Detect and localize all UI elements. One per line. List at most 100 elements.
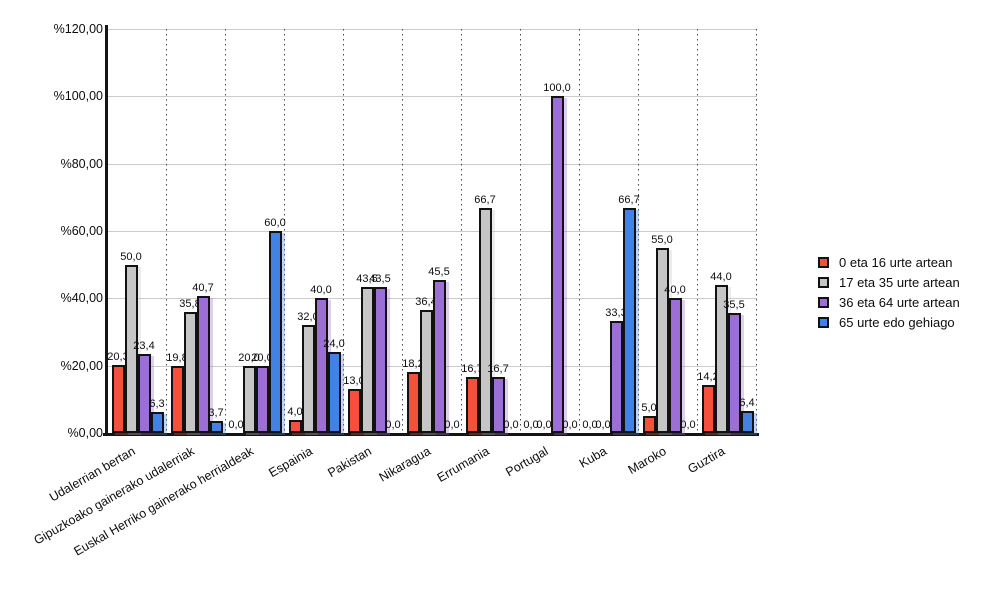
bar-value-label: 35,5: [723, 299, 745, 312]
legend-item: 0 eta 16 urte artean: [818, 252, 960, 272]
bar-value-label: 40,7: [192, 281, 214, 294]
legend-item: 36 eta 64 urte artean: [818, 292, 960, 312]
x-axis-category-label: Espainia: [265, 444, 315, 481]
bar: [701, 385, 715, 433]
bar: [609, 320, 623, 433]
bar: [268, 231, 282, 433]
bar-group-1: 20,3 50,0 23,4 6,3: [107, 29, 167, 433]
y-axis-line: [105, 25, 108, 436]
bar-value-label: 32,0: [297, 311, 319, 324]
group-separator: [402, 29, 403, 433]
bar-value-label: 0,0: [582, 419, 598, 431]
bar-value-label: 3,7: [208, 406, 224, 419]
gridline-100: [108, 96, 757, 98]
y-axis-label: %100,00: [53, 89, 103, 104]
bar-group-6: 18,2 36,4 45,5 0,0: [402, 29, 462, 433]
bar: [209, 420, 223, 433]
legend-swatch-icon: [818, 256, 829, 268]
bar: [406, 371, 420, 433]
bar: [170, 366, 184, 433]
legend-item: 17 eta 35 urte artean: [818, 272, 960, 292]
bar-value-label: 40,0: [664, 284, 686, 297]
bar-value-label: 20,3: [107, 350, 129, 363]
bar-value-label: 13,0: [343, 375, 365, 388]
plot-area: 20,3 50,0 23,4 6,3 19,8 35,8 40,7 3,7 0,0 20,0 20,…: [103, 25, 759, 436]
legend-label: 17 eta 35 urte artean: [839, 274, 960, 290]
legend-swatch-icon: [818, 276, 829, 288]
legend: 0 eta 16 urte artean 17 eta 35 urte artea…: [818, 252, 960, 332]
legend-swatch-icon: [818, 296, 829, 308]
y-axis-label: %60,00: [60, 224, 103, 238]
y-axis-label: %20,00: [60, 358, 103, 373]
bar-group-2: 19,8 35,8 40,7 3,7: [166, 29, 226, 433]
bar: [740, 411, 754, 433]
x-axis-category-label: Nikaragua: [376, 444, 433, 485]
group-separator: [461, 29, 462, 433]
bar-group-8: 0,0 0,0 100,0 0,0: [521, 29, 580, 433]
bar-value-label: 36,4: [415, 296, 437, 309]
bar-value-label: 0,0: [536, 419, 552, 431]
bar-value-label: 66,7: [618, 194, 640, 207]
x-axis-category-label: Errumania: [434, 444, 492, 485]
bar: [432, 279, 446, 433]
bar-value-label: 20,0: [238, 351, 260, 364]
bar-value-label: 100,0: [543, 82, 571, 95]
bar: [727, 313, 741, 433]
bar-value-label: 16,7: [487, 362, 509, 375]
bar-value-label: 43,5: [369, 272, 391, 285]
bar-group-11: 14,2 44,0 35,5 6,4: [697, 29, 757, 433]
bar-value-label: 14,2: [697, 371, 719, 384]
group-separator: [225, 29, 226, 433]
gridline-60: [108, 231, 757, 232]
x-axis-category-label: Maroko: [625, 444, 669, 477]
bar: [347, 389, 361, 433]
bar-value-label: 0,0: [385, 419, 401, 431]
bar-value-label: 44,0: [710, 270, 732, 283]
bar: [301, 325, 315, 433]
bar-value-label: 0,0: [680, 419, 696, 431]
group-separator: [284, 29, 285, 433]
legend-label: 65 urte edo gehiago: [839, 314, 955, 330]
bar: [111, 364, 125, 433]
bar-value-label: 0,0: [523, 419, 539, 431]
bar: [137, 354, 151, 433]
bar-group-9: 0,0 0,0 33,3 66,7: [580, 29, 640, 433]
bar-group-5: 13,0 43,5 43,5 0,0: [343, 29, 403, 433]
bar: [668, 298, 682, 433]
bar: [373, 286, 387, 433]
group-separator: [166, 29, 167, 433]
group-separator: [520, 29, 521, 433]
legend-item: 65 urte edo gehiago: [818, 312, 960, 332]
gridline-120: [108, 29, 757, 30]
bar-value-label: 0,0: [444, 419, 460, 431]
y-axis-label: %40,00: [60, 291, 103, 306]
bar: [150, 411, 164, 433]
bar-value-label: 5,0: [641, 402, 657, 415]
bar-value-label: 18,2: [402, 357, 424, 370]
bar-value-label: 23,4: [133, 340, 155, 353]
bar: [622, 208, 636, 433]
bar-value-label: 43,5: [356, 272, 378, 285]
bar-group-10: 5,0 55,0 40,0 0,0: [639, 29, 698, 433]
bar-value-label: 60,0: [264, 217, 286, 229]
bar: [288, 419, 302, 433]
bar: [655, 247, 669, 433]
bar: [242, 365, 256, 433]
bar: [550, 96, 564, 433]
x-axis-category-label: Guztira: [685, 444, 728, 477]
bar: [196, 295, 210, 433]
y-axis-label: %120,00: [53, 22, 103, 36]
bar: [465, 376, 479, 433]
legend-label: 36 eta 64 urte artean: [839, 294, 960, 310]
bar: [642, 416, 656, 433]
x-axis-line: [103, 433, 759, 436]
bar-value-label: 0,0: [503, 419, 519, 431]
group-separator: [697, 29, 698, 433]
bar-group-3: 0,0 20,0 20,0 60,0: [226, 29, 286, 433]
bar-value-label: 50,0: [120, 250, 142, 263]
bar: [360, 286, 374, 433]
bar-value-label: 4,0: [287, 405, 303, 418]
bar: [478, 208, 492, 433]
bar: [124, 264, 138, 433]
